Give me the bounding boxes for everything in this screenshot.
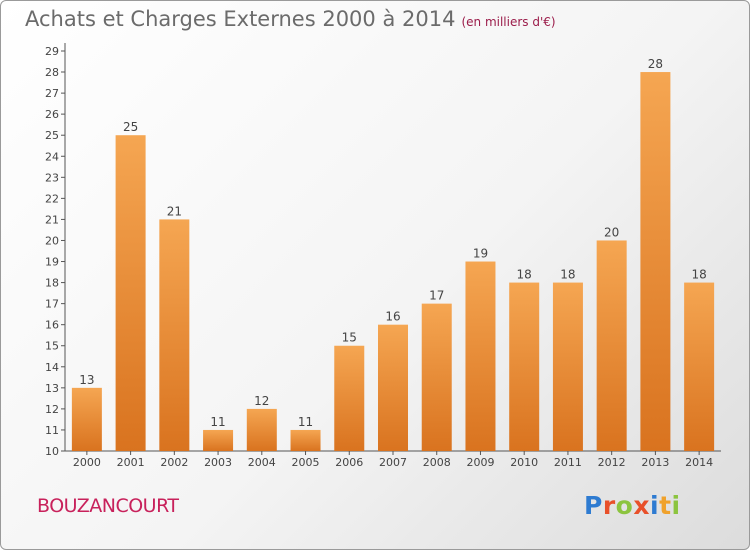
y-tick-label: 23 (45, 171, 59, 184)
logo-letter: r (602, 491, 616, 520)
bar (71, 387, 102, 451)
bar (596, 240, 627, 451)
chart-title: Achats et Charges Externes 2000 à 2014 (e… (25, 7, 556, 31)
bar-value-label: 18 (560, 268, 575, 282)
bar (290, 429, 321, 451)
bar (378, 324, 408, 451)
x-tick-label: 2005 (292, 456, 320, 469)
y-tick-label: 27 (45, 87, 59, 100)
x-tick-label: 2003 (204, 456, 232, 469)
logo-letter: o (615, 491, 634, 520)
bar-value-label: 19 (473, 247, 488, 261)
x-tick-label: 2000 (73, 456, 101, 469)
x-tick-label: 2012 (598, 456, 626, 469)
bar (334, 345, 365, 451)
proxiti-logo: Proxiti (584, 491, 681, 520)
y-tick-label: 14 (45, 361, 59, 374)
x-tick-label: 2006 (335, 456, 363, 469)
bar-value-label: 11 (210, 415, 225, 429)
y-tick-label: 25 (45, 129, 59, 142)
x-tick-label: 2013 (641, 456, 669, 469)
bar-value-label: 17 (429, 289, 444, 303)
x-tick-label: 2004 (248, 456, 276, 469)
y-tick-label: 12 (45, 403, 59, 416)
bar (684, 282, 715, 451)
x-tick-label: 2014 (685, 456, 713, 469)
bar (246, 408, 277, 451)
bar-value-label: 16 (385, 310, 400, 324)
x-tick-label: 2001 (117, 456, 145, 469)
y-tick-label: 22 (45, 192, 59, 205)
bar-value-label: 11 (298, 415, 313, 429)
y-tick-label: 13 (45, 382, 59, 395)
bar (465, 261, 496, 451)
y-tick-label: 16 (45, 319, 59, 332)
y-tick-label: 28 (45, 66, 59, 79)
y-tick-label: 17 (45, 298, 59, 311)
y-tick-label: 19 (45, 256, 59, 269)
x-tick-label: 2007 (379, 456, 407, 469)
bar (640, 72, 671, 451)
bar-value-label: 28 (648, 57, 663, 71)
bar (552, 282, 583, 451)
bar-value-label: 13 (79, 373, 94, 387)
logo-letter: i (671, 491, 681, 520)
x-tick-label: 2008 (423, 456, 451, 469)
bar (509, 282, 540, 451)
x-tick-label: 2002 (160, 456, 188, 469)
bar-value-label: 15 (342, 331, 357, 345)
logo-letter: x (633, 491, 650, 520)
chart-title-text: Achats et Charges Externes 2000 à 2014 (25, 7, 456, 31)
x-tick-label: 2009 (466, 456, 494, 469)
x-tick-label: 2011 (554, 456, 582, 469)
bar-value-label: 21 (167, 204, 182, 218)
bar-value-label: 12 (254, 394, 269, 408)
y-tick-label: 18 (45, 277, 59, 290)
bar-value-label: 25 (123, 120, 138, 134)
logo-letter: t (659, 491, 672, 520)
x-tick-label: 2010 (510, 456, 538, 469)
logo-letter: P (584, 491, 603, 520)
y-tick-label: 29 (45, 45, 59, 58)
y-tick-label: 15 (45, 340, 59, 353)
commune-name: BOUZANCOURT (37, 495, 179, 517)
chart-subtitle: (en milliers d'€) (461, 15, 556, 29)
logo-letter: i (650, 491, 660, 520)
y-tick-label: 21 (45, 213, 59, 226)
bar-value-label: 20 (604, 225, 619, 239)
bar (421, 303, 452, 451)
bar (203, 429, 234, 451)
y-tick-label: 20 (45, 234, 59, 247)
bar-value-label: 18 (517, 268, 532, 282)
bar-value-label: 18 (691, 268, 706, 282)
y-tick-label: 24 (45, 150, 59, 163)
bar (115, 135, 146, 452)
y-tick-label: 11 (45, 424, 59, 437)
y-tick-label: 10 (45, 445, 59, 458)
bar (159, 219, 190, 451)
y-tick-label: 26 (45, 108, 59, 121)
